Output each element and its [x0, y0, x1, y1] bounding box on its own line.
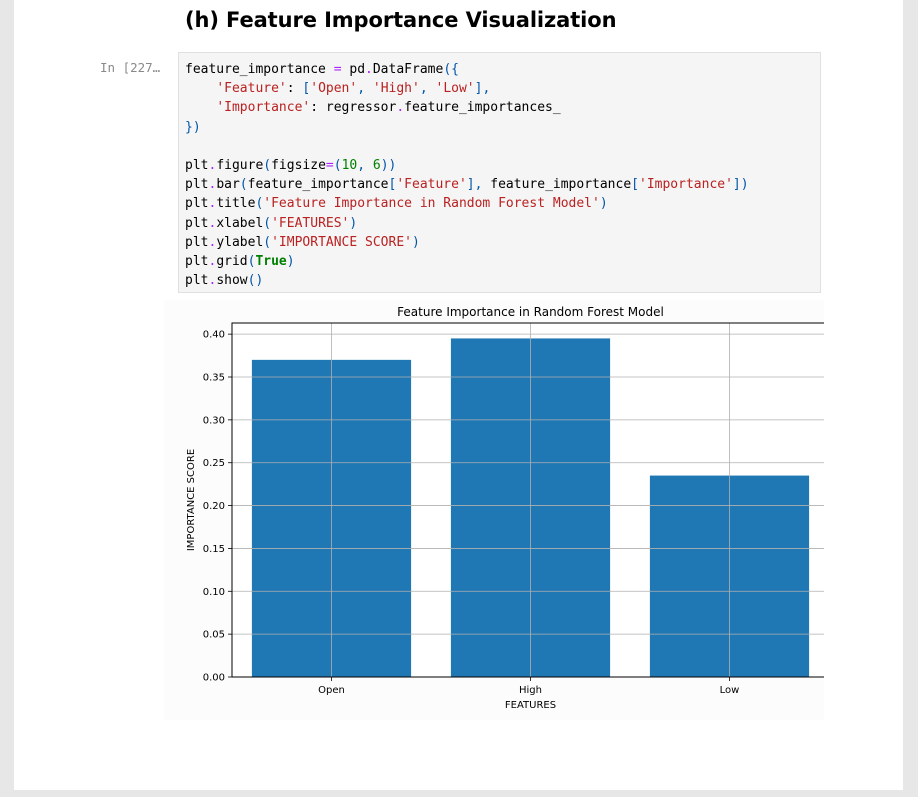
code-line: plt.bar(feature_importance['Feature'], f… [185, 177, 749, 193]
notebook-page: (h) Feature Importance Visualization In … [14, 0, 903, 790]
y-tick-label: 0.40 [203, 330, 225, 341]
code-line: plt.ylabel('IMPORTANCE SCORE') [185, 234, 420, 250]
y-tick-label: 0.25 [203, 458, 225, 469]
code-line: feature_importance = pd.DataFrame({ [185, 62, 459, 77]
code-editor[interactable]: feature_importance = pd.DataFrame({ 'Fea… [185, 60, 749, 290]
code-line: plt.xlabel('FEATURES') [185, 215, 358, 231]
y-tick-label: 0.15 [203, 544, 225, 555]
code-line: plt.grid(True) [185, 254, 295, 270]
code-line: plt.figure(figsize=(10, 6)) [185, 158, 397, 174]
x-axis-label: FEATURES [505, 700, 556, 711]
y-axis-label: IMPORTANCE SCORE [186, 449, 197, 551]
y-tick-label: 0.00 [203, 673, 225, 684]
bar-chart: 0.00 0.05 0.10 0.15 0.20 0.25 0.30 0.35 0.40 Open… [164, 300, 830, 720]
y-tick-label: 0.30 [203, 415, 225, 426]
y-tick-label: 0.20 [203, 501, 225, 512]
y-tick-label: 0.35 [203, 373, 225, 384]
cell-output: 0.00 0.05 0.10 0.15 0.20 0.25 0.30 0.35 0.40 Open… [164, 300, 830, 720]
x-tick-label: Open [318, 685, 345, 696]
x-tick-label: Low [720, 685, 740, 696]
x-tick-label: High [519, 685, 542, 696]
y-tick-label: 0.10 [203, 587, 225, 598]
code-cell[interactable]: feature_importance = pd.DataFrame({ 'Fea… [178, 52, 821, 293]
y-tick-label: 0.05 [203, 630, 225, 641]
chart-title: Feature Importance in Random Forest Mode… [397, 305, 664, 319]
cell-prompt: In [227… [100, 60, 161, 75]
code-line: }) [185, 119, 201, 135]
code-line: 'Feature': ['Open', 'High', 'Low'], [216, 81, 491, 97]
code-line: plt.show() [185, 273, 264, 289]
code-line: 'Importance': regressor.feature_importan… [216, 100, 561, 116]
section-heading: (h) Feature Importance Visualization [185, 8, 617, 32]
code-line: plt.title('Feature Importance in Random … [185, 196, 608, 212]
